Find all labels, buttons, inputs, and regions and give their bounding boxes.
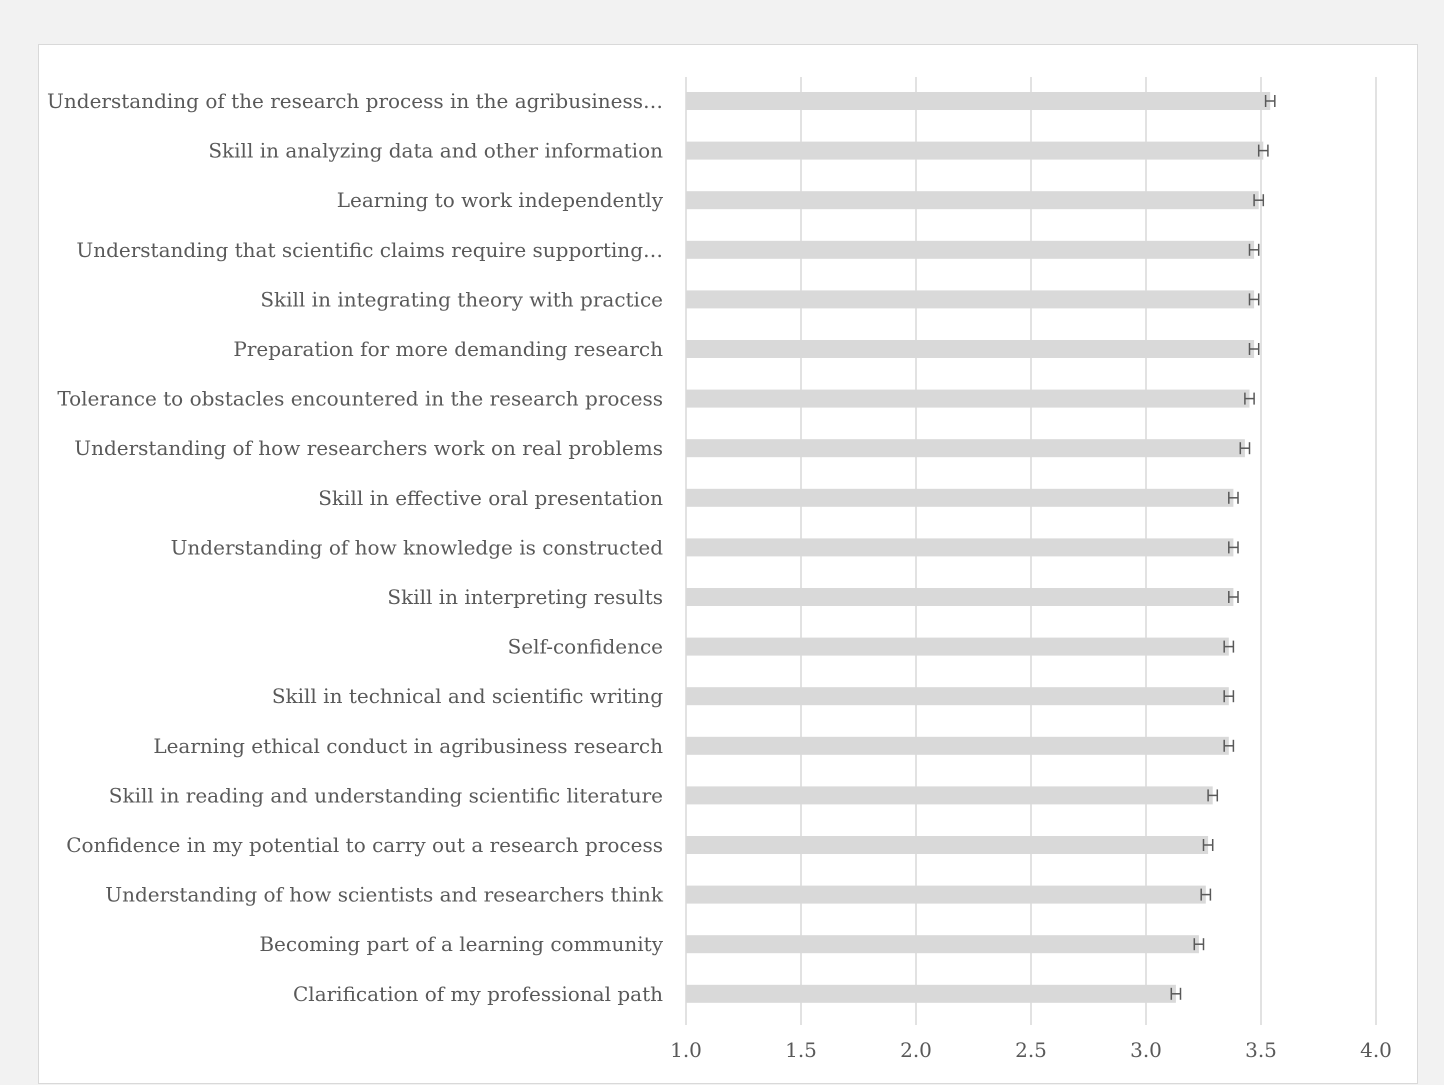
x-axis-tick-labels: 1.0 1.5 2.0 2.5 3.0 3.5 4.0 [670, 1038, 1392, 1062]
category-label-2: Skill in analyzing data and other inform… [208, 139, 663, 163]
error-bar-10 [1228, 541, 1239, 554]
bar-17 [686, 885, 1206, 904]
error-bar-13 [1223, 690, 1235, 703]
bars [686, 92, 1271, 1003]
category-label-6: Preparation for more demanding research [233, 337, 663, 361]
error-bar-19 [1170, 987, 1182, 1000]
bar-3 [686, 191, 1259, 210]
category-label-18: Becoming part of a learning community [259, 932, 663, 956]
x-tick-label-4.0: 4.0 [1360, 1038, 1392, 1062]
error-bar-5 [1248, 293, 1260, 306]
category-label-13: Skill in technical and scientific writin… [272, 684, 663, 708]
bar-16 [686, 836, 1209, 854]
error-bar-15 [1207, 789, 1219, 802]
error-bar-9 [1228, 491, 1239, 504]
chart-panel: Understanding of the research process in… [38, 44, 1418, 1084]
x-tick-label-1.0: 1.0 [670, 1038, 702, 1062]
bar-10 [686, 538, 1234, 557]
bar-9 [686, 488, 1234, 507]
error-bar-3 [1253, 194, 1265, 207]
error-bar-11 [1228, 591, 1239, 603]
x-tick-label-1.5: 1.5 [785, 1038, 817, 1062]
category-label-12: Self-confidence [508, 635, 663, 659]
error-bars [1170, 95, 1276, 1000]
bar-6 [686, 340, 1255, 358]
bar-13 [686, 687, 1229, 706]
bar-19 [686, 984, 1176, 1003]
category-labels: Understanding of the research process in… [47, 89, 664, 1006]
category-label-11: Skill in interpreting results [387, 585, 663, 609]
error-bar-18 [1193, 938, 1205, 951]
bar-7 [686, 389, 1250, 408]
bar-2 [686, 141, 1264, 160]
bar-12 [686, 637, 1229, 656]
error-bar-1 [1264, 95, 1276, 107]
category-label-8: Understanding of how researchers work on… [74, 436, 663, 460]
category-label-15: Skill in reading and understanding scien… [109, 783, 663, 807]
category-label-9: Skill in effective oral presentation [318, 486, 663, 510]
category-label-14: Learning ethical conduct in agribusiness… [153, 734, 663, 758]
error-bar-2 [1257, 144, 1269, 157]
x-tick-label-3.0: 3.0 [1130, 1038, 1162, 1062]
x-tick-label-3.5: 3.5 [1245, 1038, 1277, 1062]
x-tick-label-2.5: 2.5 [1015, 1038, 1047, 1062]
bar-4 [686, 240, 1255, 259]
bar-5 [686, 290, 1255, 309]
category-label-16: Confidence in my potential to carry out … [66, 833, 663, 857]
category-label-17: Understanding of how scientists and rese… [105, 883, 664, 907]
category-label-4: Understanding that scientific claims req… [76, 238, 663, 262]
error-bar-14 [1223, 739, 1235, 752]
error-bar-7 [1244, 392, 1255, 405]
bar-15 [686, 786, 1213, 805]
error-bar-4 [1248, 243, 1260, 256]
category-label-10: Understanding of how knowledge is constr… [171, 535, 664, 559]
bar-14 [686, 736, 1229, 755]
error-bar-6 [1248, 343, 1260, 355]
x-tick-label-2.0: 2.0 [900, 1038, 932, 1062]
category-label-5: Skill in integrating theory with practic… [260, 287, 663, 311]
category-label-7: Tolerance to obstacles encountered in th… [57, 387, 663, 411]
category-label-1: Understanding of the research process in… [47, 89, 663, 113]
error-bar-16 [1202, 839, 1214, 851]
category-label-3: Learning to work independently [337, 188, 664, 212]
bar-8 [686, 439, 1245, 458]
error-bar-8 [1239, 442, 1251, 455]
error-bar-17 [1200, 888, 1212, 901]
bar-11 [686, 588, 1234, 606]
category-label-19: Clarification of my professional path [293, 982, 663, 1006]
bar-chart: Understanding of the research process in… [47, 77, 1392, 1062]
bar-1 [686, 92, 1271, 110]
error-bar-12 [1223, 640, 1235, 653]
bar-18 [686, 935, 1199, 954]
